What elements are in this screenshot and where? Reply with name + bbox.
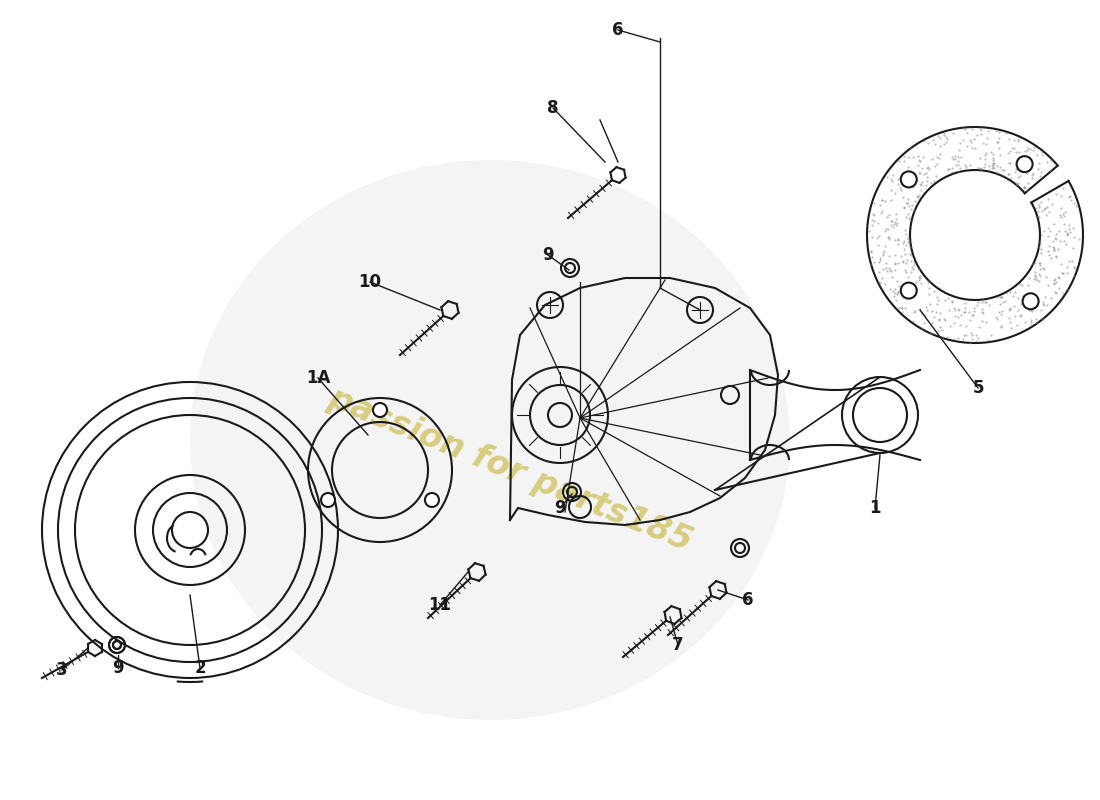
- Text: 2: 2: [195, 659, 206, 677]
- Text: 8: 8: [548, 99, 559, 117]
- Text: 6: 6: [613, 21, 624, 39]
- Text: 6: 6: [742, 591, 754, 609]
- Circle shape: [321, 493, 336, 507]
- Text: 1A: 1A: [306, 369, 330, 387]
- Ellipse shape: [190, 160, 790, 720]
- Circle shape: [373, 403, 387, 417]
- Circle shape: [1016, 156, 1033, 172]
- Circle shape: [1023, 294, 1038, 310]
- Text: 9: 9: [554, 499, 565, 517]
- Text: 9: 9: [542, 246, 553, 264]
- Circle shape: [901, 282, 916, 298]
- Circle shape: [425, 493, 439, 507]
- Text: 10: 10: [359, 273, 382, 291]
- Text: 5: 5: [972, 379, 983, 397]
- Text: passion for parts185: passion for parts185: [323, 382, 697, 558]
- Text: 7: 7: [672, 636, 684, 654]
- Text: 9: 9: [112, 659, 124, 677]
- Circle shape: [901, 171, 916, 187]
- Text: 3: 3: [56, 661, 68, 679]
- Text: 1: 1: [869, 499, 881, 517]
- Text: 11: 11: [429, 596, 451, 614]
